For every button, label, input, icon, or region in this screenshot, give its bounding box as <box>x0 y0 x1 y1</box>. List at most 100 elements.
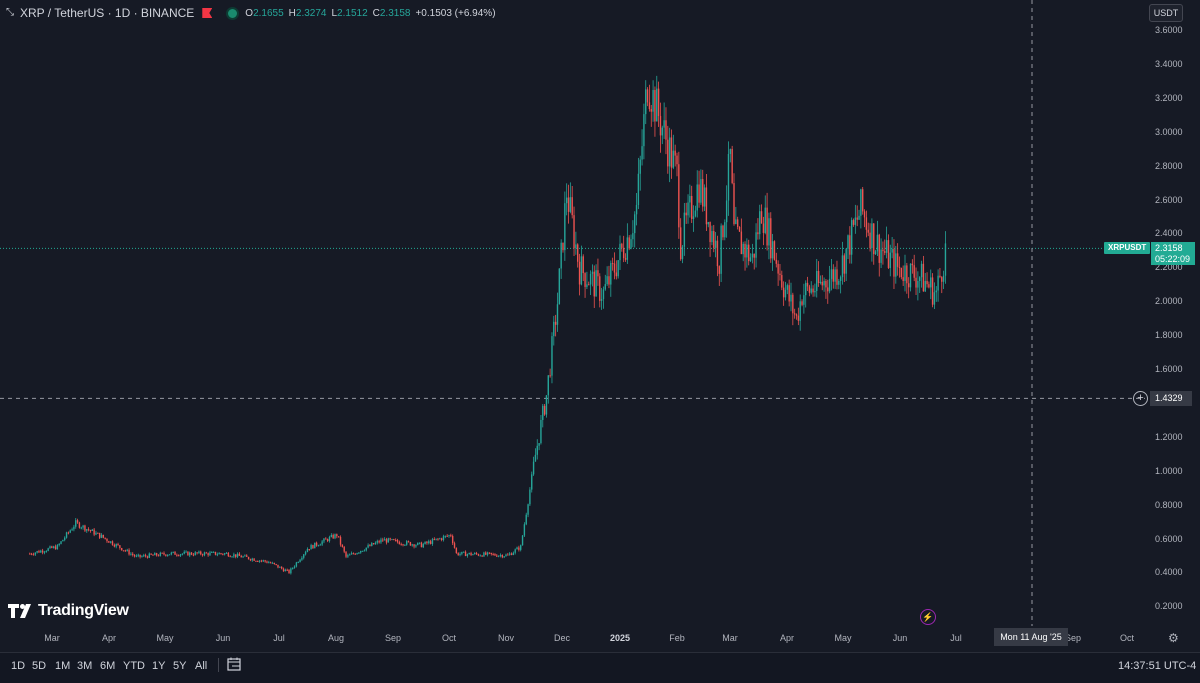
collapse-arrows-icon[interactable]: ⤡ <box>6 7 14 18</box>
timeframe-button-6m[interactable]: 6M <box>100 660 116 672</box>
candle-body <box>740 231 743 255</box>
candle-body <box>172 551 174 553</box>
candle-body <box>455 547 458 554</box>
candle-body <box>847 235 849 249</box>
time-axis-label: Oct <box>441 633 457 643</box>
candle-body <box>280 566 283 569</box>
candle-body <box>347 555 349 557</box>
candle-body <box>246 555 248 557</box>
candle-body <box>352 553 355 555</box>
candle-body <box>692 216 695 219</box>
market-status-icon[interactable] <box>226 6 240 20</box>
candle-body <box>319 544 321 546</box>
symbol-header: ⤡ XRP / TetherUS · 1D · BINANCE O2.1655 … <box>6 4 501 22</box>
candle-body <box>588 284 590 286</box>
candle-body <box>505 554 507 557</box>
candle-body <box>503 556 505 558</box>
timeframe-button-5y[interactable]: 5Y <box>173 660 187 672</box>
timeframe-button-1m[interactable]: 1M <box>55 660 71 672</box>
candle-body <box>786 285 789 290</box>
candle-body <box>64 537 66 540</box>
candle-body <box>150 553 152 555</box>
utc-clock[interactable]: 14:37:51 UTC-4 <box>1118 660 1197 672</box>
candle-body <box>768 218 770 246</box>
candle-body <box>532 461 535 475</box>
candle-body <box>424 541 426 545</box>
timeframe-button-5d[interactable]: 5D <box>32 660 47 672</box>
candle-body <box>602 289 605 300</box>
candle-body <box>418 542 421 544</box>
candle-body <box>531 474 533 490</box>
calendar-range-icon[interactable] <box>227 657 241 671</box>
candle-body <box>95 532 97 535</box>
timeframe-button-1d[interactable]: 1D <box>11 660 26 672</box>
currency-button[interactable]: USDT <box>1149 4 1183 22</box>
candle-body <box>198 551 200 554</box>
candle-body <box>941 277 943 282</box>
candle-body <box>635 205 638 215</box>
timeframe-button-3m[interactable]: 3M <box>77 660 93 672</box>
candle-body <box>937 275 939 291</box>
price-tick-label: 2.0000 <box>1155 296 1183 307</box>
candle-body <box>832 269 834 282</box>
candle-body <box>461 551 463 554</box>
candle-body <box>919 277 921 281</box>
gear-icon[interactable]: ⚙ <box>1168 631 1179 645</box>
time-axis-label: Mar <box>44 633 60 643</box>
candle-body <box>47 548 49 551</box>
candle-body <box>260 560 263 562</box>
flag-icon[interactable] <box>202 8 213 18</box>
candle-body <box>683 212 686 247</box>
candle-body <box>639 159 641 174</box>
chart-canvas[interactable] <box>0 0 1145 626</box>
candle-body <box>497 555 500 557</box>
candle-body <box>439 538 441 540</box>
timeframe-button-ytd[interactable]: YTD <box>123 660 145 672</box>
candle-body <box>251 558 253 561</box>
candle-body <box>194 552 196 556</box>
candle-body <box>332 535 334 539</box>
candle-body <box>190 552 193 555</box>
price-axis[interactable] <box>1145 0 1200 626</box>
candle-body <box>591 271 594 274</box>
candle-body <box>185 551 187 553</box>
price-chart[interactable] <box>0 0 1145 626</box>
candle-body <box>323 538 325 542</box>
candle-body <box>459 553 461 556</box>
candle-body <box>262 560 264 562</box>
time-axis-label: Jun <box>215 633 231 643</box>
candle-body <box>696 184 698 211</box>
candle-body <box>275 564 277 566</box>
candle-body <box>637 173 640 206</box>
candle-body <box>814 290 816 293</box>
candle-body <box>711 231 713 243</box>
candle-body <box>326 539 329 542</box>
timeframe-button-1y[interactable]: 1Y <box>152 660 166 672</box>
price-tick-label: 1.6000 <box>1155 364 1183 374</box>
add-alert-plus-icon[interactable]: + <box>1133 391 1148 406</box>
candle-body <box>372 543 375 545</box>
tradingview-logo[interactable]: TradingView <box>8 602 129 620</box>
candle-body <box>856 217 858 220</box>
candle-body <box>374 542 377 545</box>
candle-body <box>801 301 803 305</box>
time-axis-label: Mar <box>722 633 738 643</box>
candle-body <box>249 559 252 561</box>
candle-body <box>308 548 310 550</box>
candle-body <box>777 263 779 274</box>
timeframe-button-all[interactable]: All <box>195 660 208 672</box>
candle-body <box>211 551 213 553</box>
candle-body <box>128 549 130 555</box>
candle-body <box>514 549 516 553</box>
candle-body <box>613 263 616 273</box>
candle-body <box>406 541 408 545</box>
candle-body <box>766 207 768 246</box>
candle-body <box>290 568 292 574</box>
candle-body <box>231 556 233 558</box>
flash-icon[interactable]: ⚡ <box>920 609 936 625</box>
candle-body <box>336 534 338 537</box>
candle-body <box>523 524 526 536</box>
candle-body <box>488 552 491 554</box>
symbol-title[interactable]: XRP / TetherUS · 1D · BINANCE <box>20 6 195 20</box>
candle-body <box>328 536 331 542</box>
